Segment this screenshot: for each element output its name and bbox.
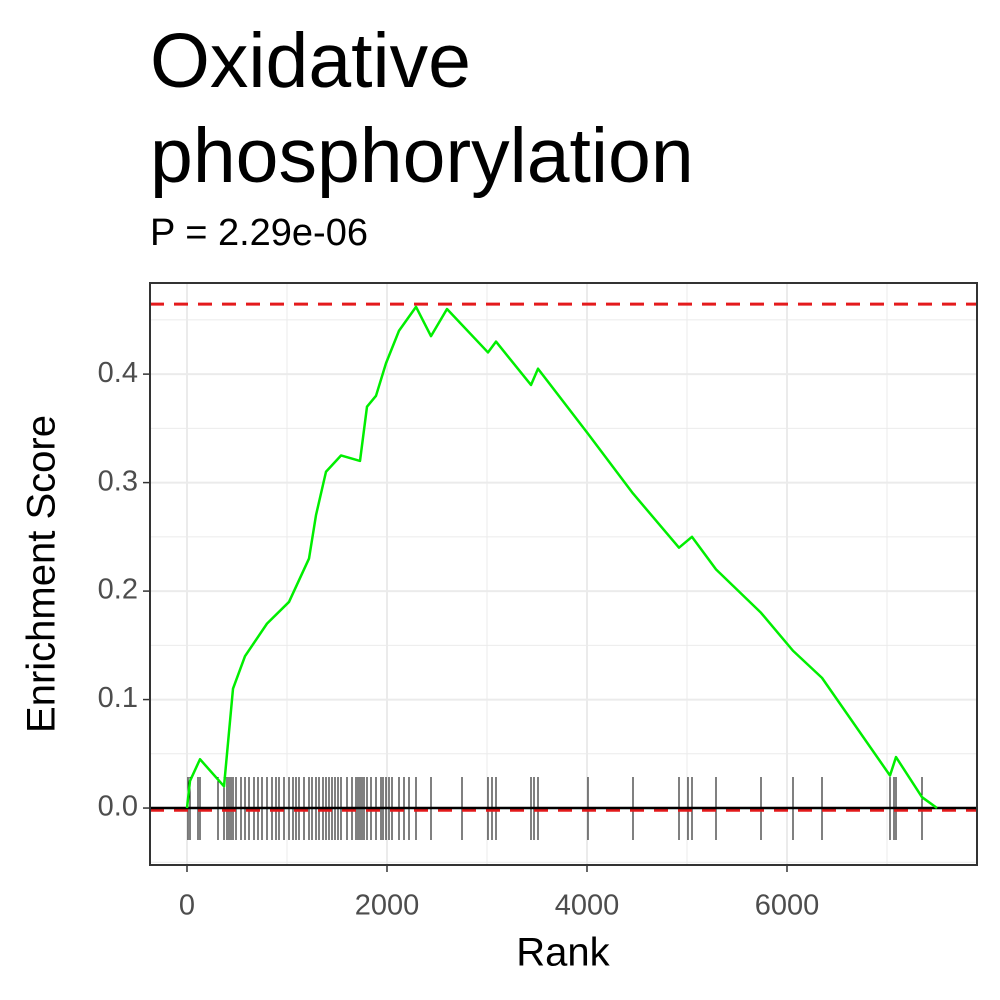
y-tick-label: 0.3 [98,465,138,497]
x-tick-label: 4000 [555,890,620,922]
x-tick-label: 6000 [755,890,820,922]
y-axis-title: Enrichment Score [20,415,64,733]
plot-border [149,282,978,866]
y-tick-label: 0.4 [98,357,138,389]
x-tick-label: 2000 [355,890,420,922]
x-axis-title: Rank [516,931,610,975]
y-tick-label: 0.0 [98,791,138,823]
es-line [185,305,938,810]
y-tick-label: 0.2 [98,574,138,606]
plot-background [150,283,977,865]
y-tick-label: 0.1 [98,682,138,714]
x-tick-label: 0 [179,890,195,922]
chart-subtitle: P = 2.29e-06 [150,212,368,254]
chart-title: Oxidative phosphorylation [150,18,694,199]
